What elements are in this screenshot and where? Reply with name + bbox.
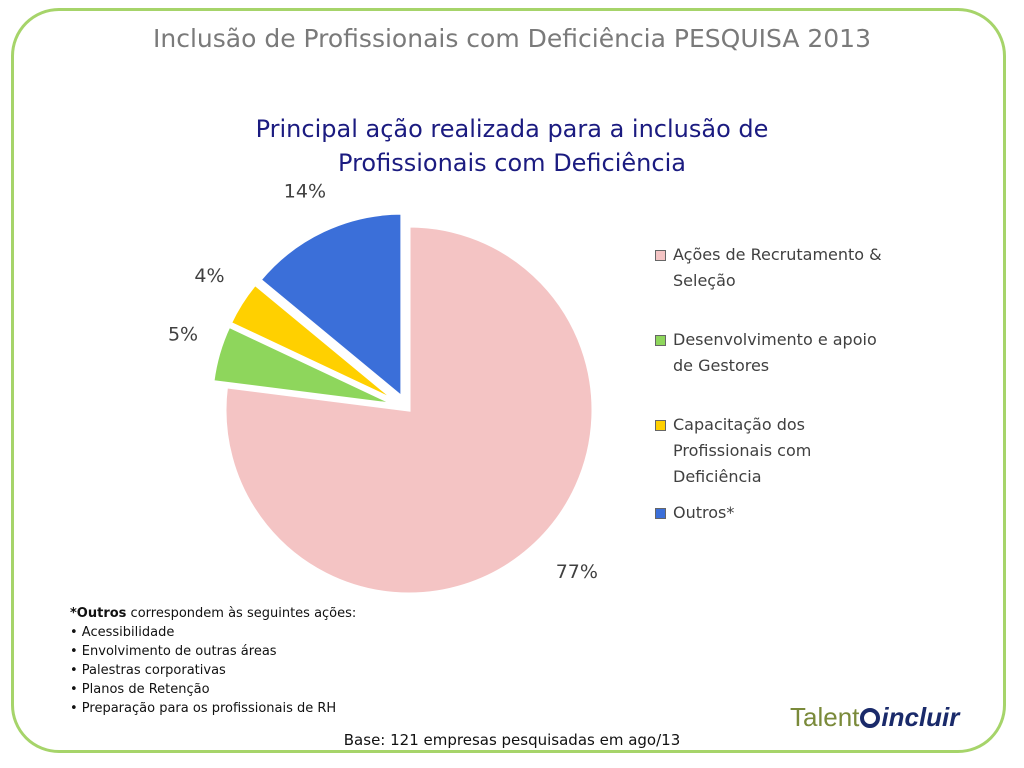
data-label: 77%	[556, 561, 598, 583]
logo-icon	[860, 708, 881, 728]
chart-title: Principal ação realizada para a inclusão…	[255, 115, 769, 177]
legend-item: Outros*	[655, 500, 893, 526]
legend-label: Capacitação dos Profissionais com Defici…	[673, 415, 812, 486]
footnote-item: • Acessibilidade	[70, 625, 175, 640]
legend-swatch	[655, 250, 666, 261]
base-note: Base: 121 empresas pesquisadas em ago/13	[343, 731, 681, 749]
footnote-item: • Preparação para os profissionais de RH	[70, 701, 337, 716]
logo-part2: incluir	[881, 702, 960, 732]
pie-slice	[223, 224, 595, 596]
footnote-item: • Planos de Retenção	[70, 682, 210, 697]
footnote-items: • Acessibilidade • Envolvimento de outras…	[70, 623, 356, 718]
legend-item: Desenvolvimento e apoio de Gestores	[655, 327, 893, 379]
footnote: *Outros correspondem às seguintes ações:…	[70, 604, 356, 718]
footnote-lead: *Outros	[70, 606, 127, 621]
footnote-item: • Palestras corporativas	[70, 663, 226, 678]
legend-item: Capacitação dos Profissionais com Defici…	[655, 412, 893, 490]
pie-slice	[211, 324, 397, 407]
slide-title: Inclusão de Profissionais com Deficiênci…	[152, 24, 871, 53]
footnote-item: • Envolvimento de outras áreas	[70, 644, 277, 659]
footnote-text: correspondem às seguintes ações:	[130, 606, 357, 621]
footnote-head: *Outros correspondem às seguintes ações:	[70, 604, 356, 623]
data-label: 14%	[284, 181, 326, 203]
frame	[11, 8, 1006, 753]
legend-label: Desenvolvimento e apoio de Gestores	[673, 330, 877, 375]
legend-swatch	[655, 420, 666, 431]
legend-swatch	[655, 508, 666, 519]
pie-slice	[228, 282, 398, 403]
logo: Talent incluir	[790, 702, 959, 733]
logo-part1: Talent	[790, 702, 860, 732]
data-label: 5%	[168, 323, 198, 345]
data-label: 4%	[194, 265, 224, 287]
pie-slice	[258, 211, 404, 401]
legend-item: Ações de Recrutamento & Seleção	[655, 242, 893, 294]
legend-swatch	[655, 335, 666, 346]
legend-label: Outros*	[673, 503, 735, 522]
legend-label: Ações de Recrutamento & Seleção	[673, 245, 882, 290]
